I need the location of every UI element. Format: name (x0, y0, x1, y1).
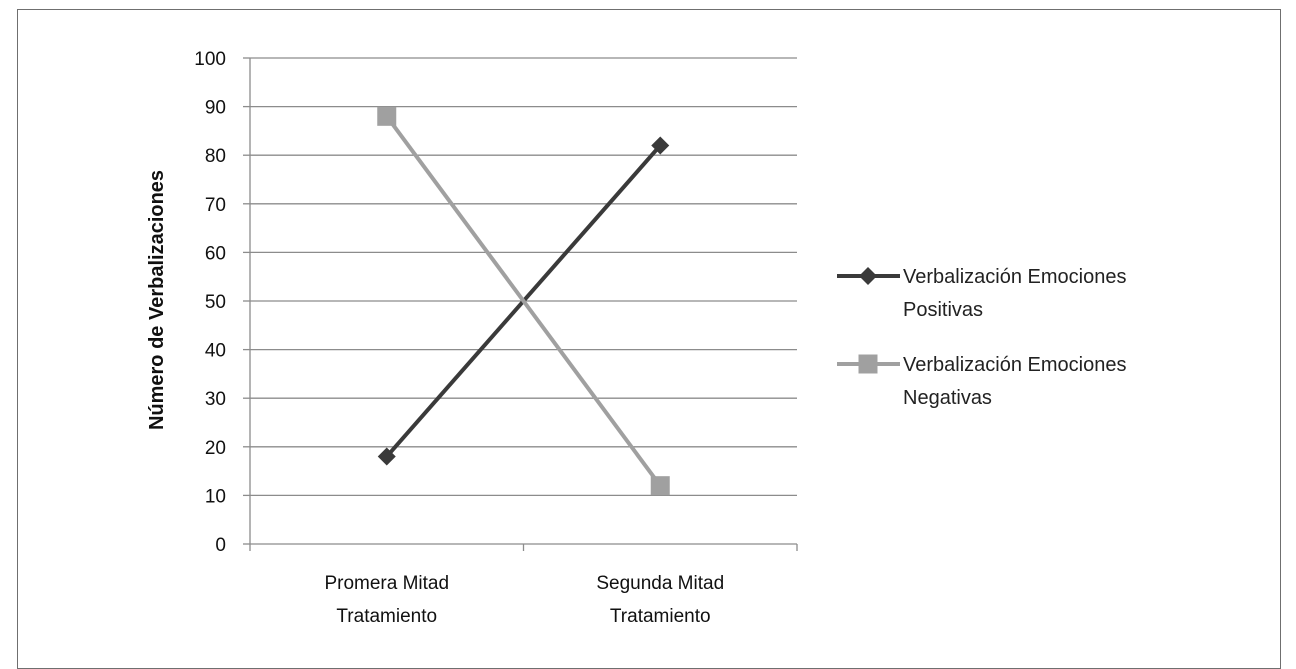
chart-frame (17, 9, 1281, 669)
series-0-point (377, 447, 396, 466)
x-tick-label-line: Tratamiento (610, 606, 711, 627)
y-tick-label: 0 (215, 535, 226, 556)
legend-marker-1 (858, 354, 878, 374)
line-chart: 0 10 20 30 40 50 60 70 80 90 100 Promera Mitad Trat… (146, 49, 1126, 627)
x-tick-label-line: Promera Mitad (324, 573, 449, 594)
y-tick-label: 40 (205, 341, 226, 362)
y-tick-label: 100 (194, 49, 226, 70)
x-tick-labels: Promera Mitad Tratamiento Segunda Mitad Tra… (324, 573, 724, 627)
legend-marker-0 (859, 267, 877, 285)
legend-label-1: Verbalización Emociones Negativas (903, 354, 1126, 409)
legend-label-line: Negativas (903, 387, 992, 409)
gridlines (250, 57, 797, 497)
legend-label-0: Verbalización Emociones Positivas (903, 266, 1126, 321)
x-tick-label-line: Segunda Mitad (596, 573, 724, 594)
x-tick-label: Segunda Mitad Tratamiento (596, 573, 724, 627)
y-tick-label: 90 (205, 98, 226, 119)
y-tick-labels: 0 10 20 30 40 50 60 70 80 90 100 (194, 49, 226, 556)
y-axis-label: Número de Verbalizaciones (146, 170, 168, 430)
y-tick-label: 10 (205, 486, 226, 507)
series-1-point (377, 106, 397, 126)
legend-label-line: Verbalización Emociones (903, 266, 1126, 288)
series (377, 106, 670, 496)
y-tick-label: 70 (205, 195, 226, 216)
y-tick-label: 30 (205, 389, 226, 410)
x-tick-label-line: Tratamiento (336, 606, 437, 627)
series-line-1 (385, 115, 662, 487)
legend-label-line: Verbalización Emociones (903, 354, 1126, 376)
series-1-point (650, 476, 670, 496)
legend-label-line: Positivas (903, 299, 983, 321)
x-tick-label: Promera Mitad Tratamiento (324, 573, 449, 627)
legend: Verbalización Emociones PositivasVerbaliz… (837, 266, 1126, 409)
axes (243, 57, 798, 551)
y-tick-label: 80 (205, 146, 226, 167)
y-tick-label: 20 (205, 438, 226, 459)
series-0-point (651, 136, 670, 155)
y-tick-label: 60 (205, 243, 226, 264)
y-tick-label: 50 (205, 292, 226, 313)
